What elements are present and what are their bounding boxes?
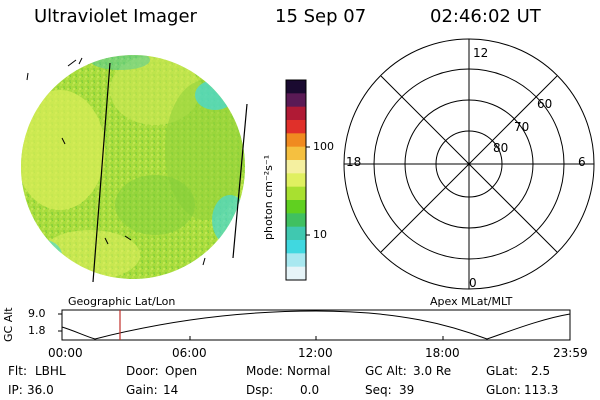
colorbar-swatches bbox=[286, 80, 306, 281]
colorbar-tick-100: 100 bbox=[313, 140, 334, 153]
altitude-xtick-0600: 06:00 bbox=[172, 346, 207, 360]
info-door-label: Door: bbox=[126, 364, 159, 378]
colorbar-swatch bbox=[286, 253, 306, 268]
altitude-ylabel: GC Alt bbox=[2, 307, 15, 342]
info-mode-value: Normal bbox=[287, 364, 331, 378]
colorbar-swatch bbox=[286, 160, 306, 174]
altitude-xtick-0000: 00:00 bbox=[48, 346, 83, 360]
mlat-label-80: 80 bbox=[493, 141, 509, 155]
info-glon-label: GLon: bbox=[486, 383, 521, 397]
info-glat-label: GLat: bbox=[486, 364, 519, 378]
colorbar-swatch bbox=[286, 80, 306, 94]
info-flt-label: Flt: bbox=[8, 364, 27, 378]
info-flt-value: LBHL bbox=[35, 364, 66, 378]
colorbar-swatch bbox=[286, 93, 306, 108]
altitude-plot bbox=[58, 309, 571, 341]
altitude-ytick-1-8: 1.8 bbox=[28, 324, 46, 337]
altitude-xtick-2359: 23:59 bbox=[553, 346, 588, 360]
info-glon-value: 113.3 bbox=[524, 383, 559, 397]
colorbar-tick-10: 10 bbox=[313, 228, 327, 241]
colorbar bbox=[285, 79, 310, 281]
mlt-label-18: 18 bbox=[346, 155, 362, 169]
mlt-label-12: 12 bbox=[473, 46, 489, 60]
colorbar-swatch bbox=[286, 186, 306, 201]
colorbar-swatch bbox=[286, 240, 306, 254]
colorbar-swatch bbox=[286, 106, 306, 121]
info-dsp-label: Dsp: bbox=[246, 383, 274, 397]
altitude-xtick-1800: 18:00 bbox=[425, 346, 460, 360]
info-dsp-value: 0.0 bbox=[300, 383, 320, 397]
info-seq-label: Seq: bbox=[365, 383, 392, 397]
altitude-curve bbox=[61, 310, 571, 340]
colorbar-swatch bbox=[286, 133, 306, 148]
colorbar-swatch bbox=[286, 213, 306, 228]
info-seq-value: 39 bbox=[399, 383, 415, 397]
altitude-ytick-9: 9.0 bbox=[28, 307, 46, 320]
uv-earth-image bbox=[21, 55, 248, 283]
info-ip-label: IP: bbox=[8, 383, 23, 397]
colorbar-swatch bbox=[286, 266, 306, 281]
info-gain-label: Gain: bbox=[126, 383, 158, 397]
polar-grid bbox=[343, 38, 595, 290]
info-gcalt-value: 3.0 Re bbox=[413, 364, 452, 378]
time-label: 02:46:02 UT bbox=[430, 6, 541, 27]
instrument-title: Ultraviolet Imager bbox=[34, 6, 197, 27]
info-door-value: Open bbox=[165, 364, 198, 378]
info-gcalt-label: GC Alt: bbox=[365, 364, 407, 378]
info-gain-value: 14 bbox=[163, 383, 179, 397]
geographic-label: Geographic Lat/Lon bbox=[68, 295, 176, 308]
info-mode-label: Mode: bbox=[246, 364, 283, 378]
mlt-label-6: 6 bbox=[578, 155, 586, 169]
mlat-label-60: 60 bbox=[537, 97, 553, 111]
info-glat-value: 2.5 bbox=[531, 364, 551, 378]
colorbar-unit-label: photon cm⁻²s⁻¹ bbox=[262, 154, 275, 240]
colorbar-swatch bbox=[286, 226, 306, 241]
mlat-label-70: 70 bbox=[514, 120, 530, 134]
colorbar-swatch bbox=[286, 146, 306, 161]
colorbar-swatch bbox=[286, 120, 306, 134]
colorbar-swatch bbox=[286, 173, 306, 188]
info-ip-value: 36.0 bbox=[27, 383, 54, 397]
apex-label: Apex MLat/MLT bbox=[430, 295, 513, 308]
altitude-xtick-1200: 12:00 bbox=[298, 346, 333, 360]
date-label: 15 Sep 07 bbox=[275, 6, 367, 27]
colorbar-swatch bbox=[286, 200, 306, 214]
mlt-label-0: 0 bbox=[469, 276, 477, 290]
